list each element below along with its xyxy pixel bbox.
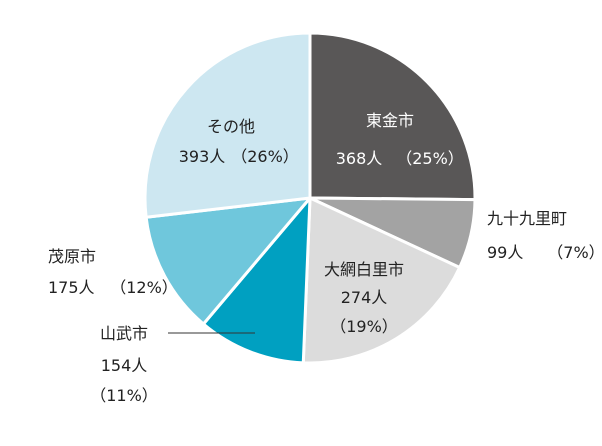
label-mobara-value: 175人 xyxy=(48,278,95,297)
label-others-percent: （26%） xyxy=(231,147,299,166)
label-togane-value: 368人 xyxy=(336,149,383,168)
label-oamishirasato-percent: （19%） xyxy=(330,317,398,336)
pie-slices xyxy=(143,31,477,365)
label-kujukuri-value: 99人 xyxy=(487,243,523,262)
label-others-name: その他 xyxy=(207,117,255,136)
label-kujukuri-percent: （7%） xyxy=(547,243,602,262)
label-oamishirasato-value: 274人 xyxy=(341,288,388,307)
label-sammu-percent: （11%） xyxy=(90,386,158,405)
pie-slice-sammu xyxy=(201,196,312,365)
label-oamishirasato-name: 大網白里市 xyxy=(324,260,404,279)
pie-slice-togane xyxy=(308,31,477,202)
label-mobara-percent: （12%） xyxy=(110,278,178,297)
pie-slice-oamishirasato xyxy=(301,196,462,365)
pie-slice-others xyxy=(143,31,312,219)
label-togane-percent: （25%） xyxy=(396,149,464,168)
label-sammu-value: 154人 xyxy=(101,356,148,375)
label-kujukuri-name: 九十九里町 xyxy=(487,209,567,228)
label-others-value: 393人 xyxy=(179,147,226,166)
label-sammu-name: 山武市 xyxy=(100,324,148,343)
label-togane-name: 東金市 xyxy=(366,111,414,130)
label-mobara-name: 茂原市 xyxy=(48,247,96,266)
pie-slice-mobara xyxy=(144,196,312,326)
